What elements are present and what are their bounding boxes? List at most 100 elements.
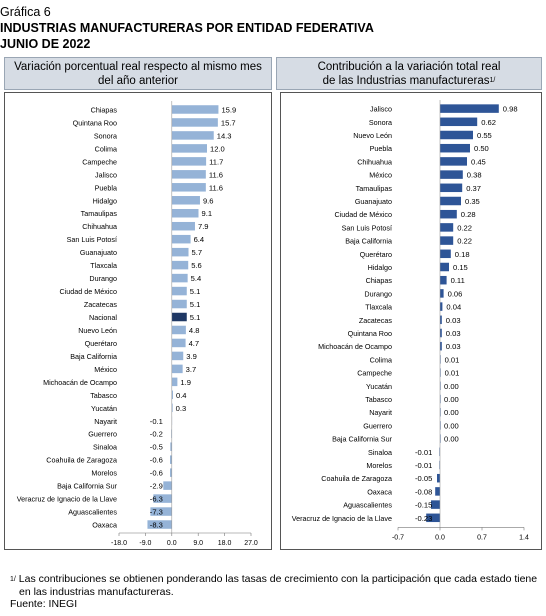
bar-left <box>171 338 186 348</box>
bar-right <box>440 209 457 219</box>
value-label-left: 4.7 <box>189 339 200 348</box>
bar-right <box>440 117 478 127</box>
value-label-left: 3.7 <box>186 365 197 374</box>
category-label-right: Tabasco <box>365 395 392 404</box>
category-label-left: Guerrero <box>88 430 117 439</box>
x-tick-label-left: 27.0 <box>244 540 258 547</box>
bar-left <box>171 144 207 153</box>
bar-left <box>171 196 200 205</box>
bar-right <box>435 487 440 496</box>
category-label-right: Nuevo León <box>353 131 392 140</box>
value-label-left: -0.6 <box>150 469 163 478</box>
category-label-right: Guanajuato <box>355 197 392 206</box>
x-tick-label-left: 9.0 <box>193 540 203 547</box>
bar-right <box>440 275 447 285</box>
category-label-right: México <box>369 171 392 180</box>
bar-left <box>150 507 172 516</box>
category-label-left: Oaxaca <box>92 521 117 530</box>
category-label-left: Campeche <box>82 157 117 166</box>
category-label-right: Michoacán de Ocampo <box>318 342 392 351</box>
x-tick-label-right: -0.7 <box>392 534 404 541</box>
right-panel-title-line2: de las Industrias manufactureras1/ <box>277 74 541 88</box>
value-label-right: 0.28 <box>461 210 476 219</box>
value-label-right: 0.45 <box>471 157 486 166</box>
value-label-right: -0.01 <box>415 461 432 470</box>
category-label-left: Ciudad de México <box>59 287 117 296</box>
category-label-left: Chihuahua <box>82 222 117 231</box>
category-label-right: Aguascalientes <box>343 501 392 510</box>
value-label-right: 0.00 <box>444 395 459 404</box>
category-label-left: Tamaulipas <box>81 209 118 218</box>
value-label-left: -6.3 <box>150 495 163 504</box>
bar-left <box>171 131 214 140</box>
value-label-right: 0.62 <box>481 118 496 127</box>
category-label-right: Oaxaca <box>367 487 392 496</box>
category-label-right: Tamaulipas <box>356 184 393 193</box>
category-label-left: Yucatán <box>91 404 117 413</box>
category-label-left: Durango <box>89 274 117 283</box>
value-label-right: 0.03 <box>446 316 461 325</box>
value-label-left: 4.8 <box>189 326 200 335</box>
category-label-right: Yucatán <box>366 382 392 391</box>
bar-left <box>171 260 189 270</box>
category-label-right: Chihuahua <box>357 157 392 166</box>
value-label-left: 0.4 <box>176 391 187 400</box>
bar-left <box>170 468 172 477</box>
category-label-right: Sinaloa <box>368 448 392 457</box>
x-tick-label-right: 1.4 <box>519 534 529 541</box>
category-label-right: Veracruz de Ignacio de la Llave <box>292 514 392 523</box>
right-panel-title-text: de las Industrias manufactureras <box>322 75 490 87</box>
bar-left <box>171 351 184 361</box>
left-panel-header: Variación porcentual real respecto al mi… <box>4 57 272 90</box>
category-label-left: Sinaloa <box>93 443 117 452</box>
category-label-right: Quintana Roo <box>348 329 392 338</box>
value-label-left: 11.6 <box>209 183 223 192</box>
x-tick-label-left: 18.0 <box>218 540 232 547</box>
value-label-left: 3.9 <box>186 352 197 361</box>
bar-left <box>171 403 173 413</box>
value-label-right: 0.22 <box>457 223 472 232</box>
bar-right <box>440 143 470 153</box>
value-label-right: 0.00 <box>444 408 459 417</box>
value-label-right: -0.23 <box>415 514 432 523</box>
value-label-left: 14.3 <box>217 131 232 140</box>
category-label-left: Nacional <box>89 313 117 322</box>
bar-right <box>440 196 461 206</box>
category-label-left: Jalisco <box>95 170 117 179</box>
x-tick-label-left: -9.0 <box>139 540 151 547</box>
category-label-right: Colima <box>370 355 392 364</box>
category-label-right: Baja California <box>345 237 392 246</box>
category-label-left: Baja California Sur <box>57 482 118 491</box>
left-panel-title-line1: Variación porcentual real respecto al mi… <box>14 61 262 73</box>
bar-right <box>440 183 463 193</box>
category-label-right: Sonora <box>369 118 392 127</box>
value-label-right: 0.00 <box>444 421 459 430</box>
value-label-right: 0.38 <box>467 171 482 180</box>
bar-left <box>171 170 206 179</box>
bar-left <box>171 312 187 322</box>
value-label-left: -0.2 <box>150 430 163 439</box>
bar-left <box>171 286 187 296</box>
category-label-left: Quintana Roo <box>73 118 117 127</box>
value-label-right: 0.06 <box>448 289 463 298</box>
bar-right <box>440 262 449 272</box>
value-label-right: -0.08 <box>415 487 432 496</box>
value-label-right: 0.03 <box>446 329 461 338</box>
category-label-left: Michoacán de Ocampo <box>43 378 117 387</box>
category-label-left: Puebla <box>95 183 117 192</box>
value-label-left: 9.6 <box>203 196 214 205</box>
value-label-right: 0.37 <box>466 184 481 193</box>
bar-right <box>440 130 473 140</box>
bar-left <box>171 221 195 231</box>
value-label-right: 0.01 <box>445 355 460 364</box>
category-label-right: Ciudad de México <box>334 210 392 219</box>
value-label-left: 5.6 <box>191 261 202 270</box>
value-label-left: 11.6 <box>209 170 223 179</box>
figure-title: INDUSTRIAS MANUFACTURERAS POR ENTIDAD FE… <box>0 21 374 35</box>
bar-right <box>440 341 442 351</box>
bar-left <box>163 481 172 490</box>
right-panel-title-note: 1/ <box>489 77 496 84</box>
x-tick-label-right: 0.0 <box>435 534 445 541</box>
bar-left <box>171 377 178 387</box>
category-label-left: Coahuila de Zaragoza <box>46 456 117 465</box>
